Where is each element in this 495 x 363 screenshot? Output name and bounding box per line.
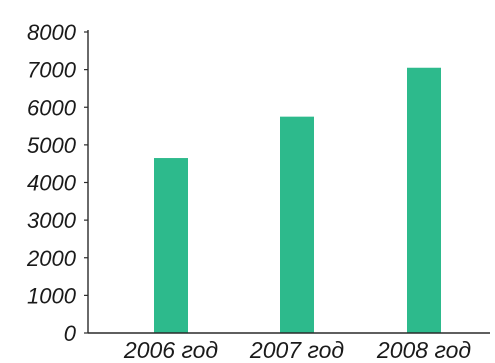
y-tick-label: 7000 [27, 58, 77, 83]
y-tick-label: 4000 [27, 171, 77, 196]
x-tick-label: 2007 год [249, 337, 344, 363]
y-tick-label: 8000 [27, 20, 77, 45]
x-tick-label: 2006 год [123, 337, 218, 363]
y-tick-label: 2000 [26, 246, 77, 271]
y-axis-ticks: 0 1000 2000 3000 4000 5000 6000 7000 8000 [26, 20, 88, 346]
x-tick-label: 2008 год [376, 337, 471, 363]
bar [407, 67, 441, 334]
x-axis-labels: 2006 год 2007 год 2008 год [123, 337, 471, 363]
y-tick-label: 6000 [27, 95, 77, 120]
y-tick-label: 5000 [27, 133, 77, 158]
bar [154, 158, 188, 333]
bar [280, 116, 314, 333]
y-tick-label: 1000 [27, 283, 77, 308]
y-tick-label: 3000 [27, 208, 77, 233]
bars [154, 67, 441, 334]
y-tick-label: 0 [64, 321, 77, 346]
